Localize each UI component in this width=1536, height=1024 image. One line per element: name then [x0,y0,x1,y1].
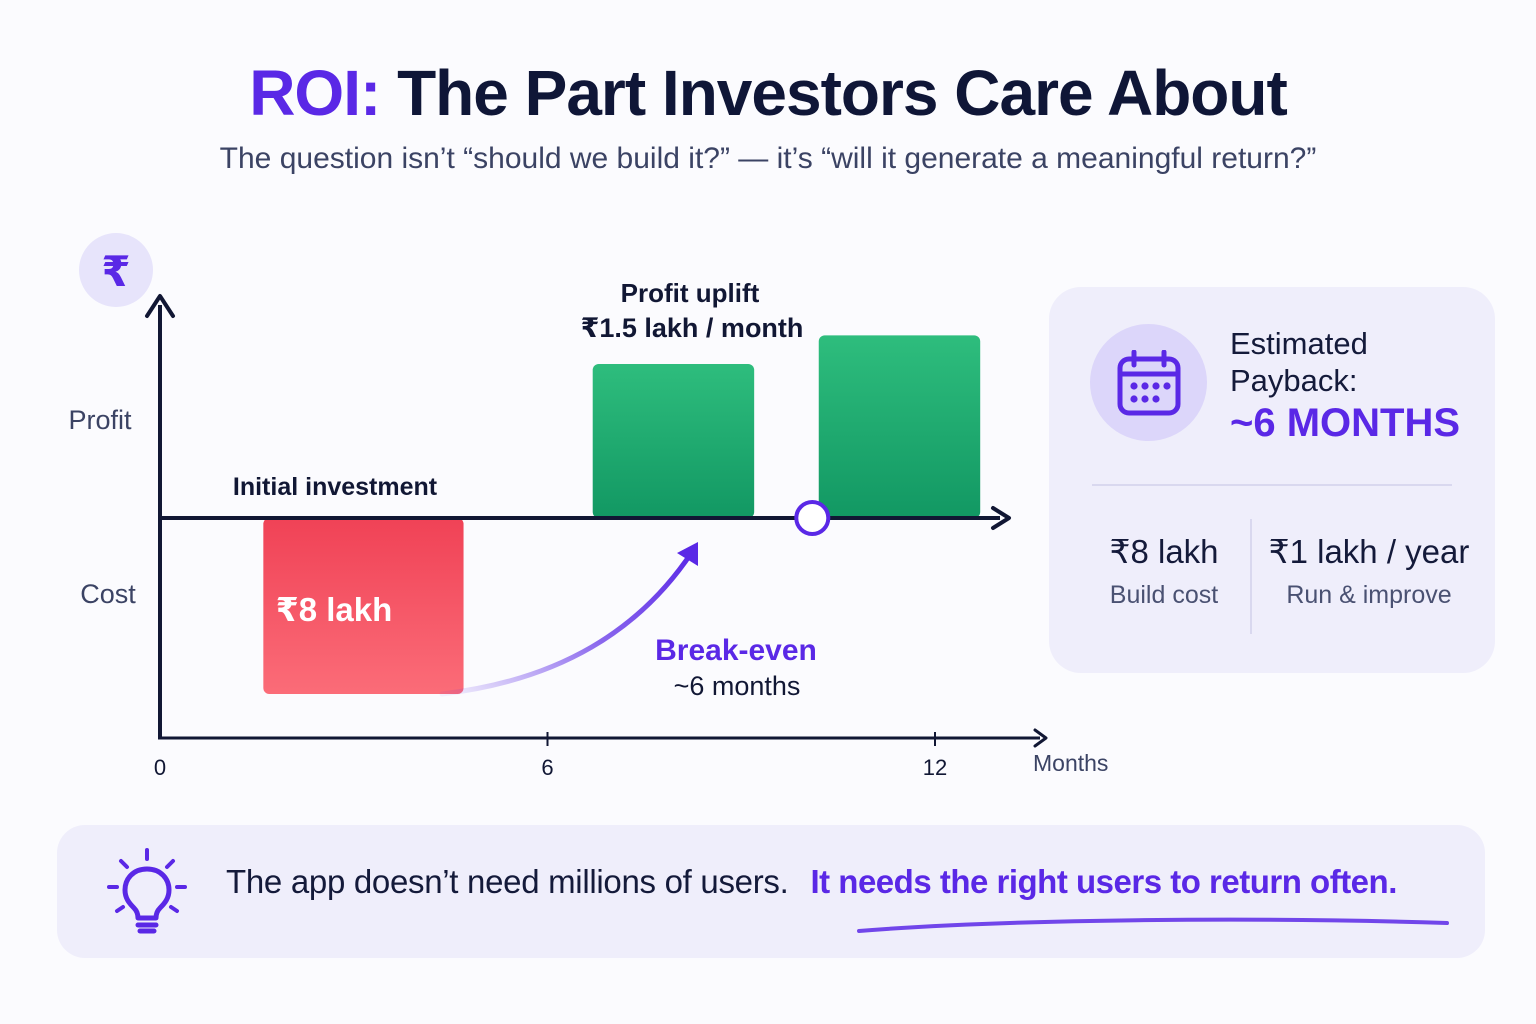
bar-investment [263,518,464,694]
callout-text: The app doesn’t need millions of users. I… [226,863,1397,901]
lightbulb-icon [107,848,187,934]
callout-main-text: The app doesn’t need millions of users. [226,863,789,900]
run-cost-value: ₹1 lakh / year [1268,533,1470,570]
calendar-icon [1117,349,1180,415]
x-tick-label-0: 0 [154,755,166,780]
title-accent: ROI: [249,57,381,129]
rupee-badge [79,233,153,307]
breakeven-arrow [439,549,695,697]
card-divider [1092,484,1452,486]
build-cost-label: Build cost [1109,581,1219,609]
callout-highlight-text: It needs the right users to return often… [810,863,1397,900]
bar-profit-1 [592,364,755,518]
insight-callout: The app doesn’t need millions of users. I… [57,825,1485,958]
x-tick-label-6: 6 [541,755,553,780]
payback-value: ~6 MONTHS [1230,401,1461,445]
payback-label: Estimated Payback: [1230,326,1368,398]
payback-card: Estimated Payback: ~6 MONTHS ₹8 lakh Bui… [1049,287,1495,673]
title-rest: The Part Investors Care About [397,57,1288,129]
rupee-icon: ₹ [101,248,130,295]
investment-value: ₹8 lakh [276,591,393,628]
y-label-profit: Profit [68,405,132,435]
zero-line-arrow [991,506,1011,530]
card-vertical-divider [1250,519,1252,634]
calendar-badge [1090,324,1207,441]
page-subtitle: The question isn’t “should we build it?”… [219,142,1317,175]
breakeven-title: Break-even [655,634,817,667]
x-axis-label: Months [1033,750,1108,776]
underline-swoosh [857,917,1449,933]
x-axis-arrow [1033,728,1048,748]
breakeven-point [794,500,831,536]
investment-label: Initial investment [233,473,438,501]
page-title: ROI: The Part Investors Care About [0,56,1536,130]
profit-uplift-title: Profit uplift [621,278,760,308]
y-label-cost: Cost [80,579,136,609]
profit-uplift-value: ₹1.5 lakh / month [581,313,804,343]
bar-profit-2 [818,335,981,518]
build-cost-value: ₹8 lakh [1109,533,1219,570]
breakeven-value: ~6 months [674,671,801,701]
breakeven-arrowhead [677,542,698,566]
run-cost-label: Run & improve [1286,581,1452,609]
y-axis-arrow [145,294,175,318]
x-tick-label-12: 12 [923,755,947,780]
